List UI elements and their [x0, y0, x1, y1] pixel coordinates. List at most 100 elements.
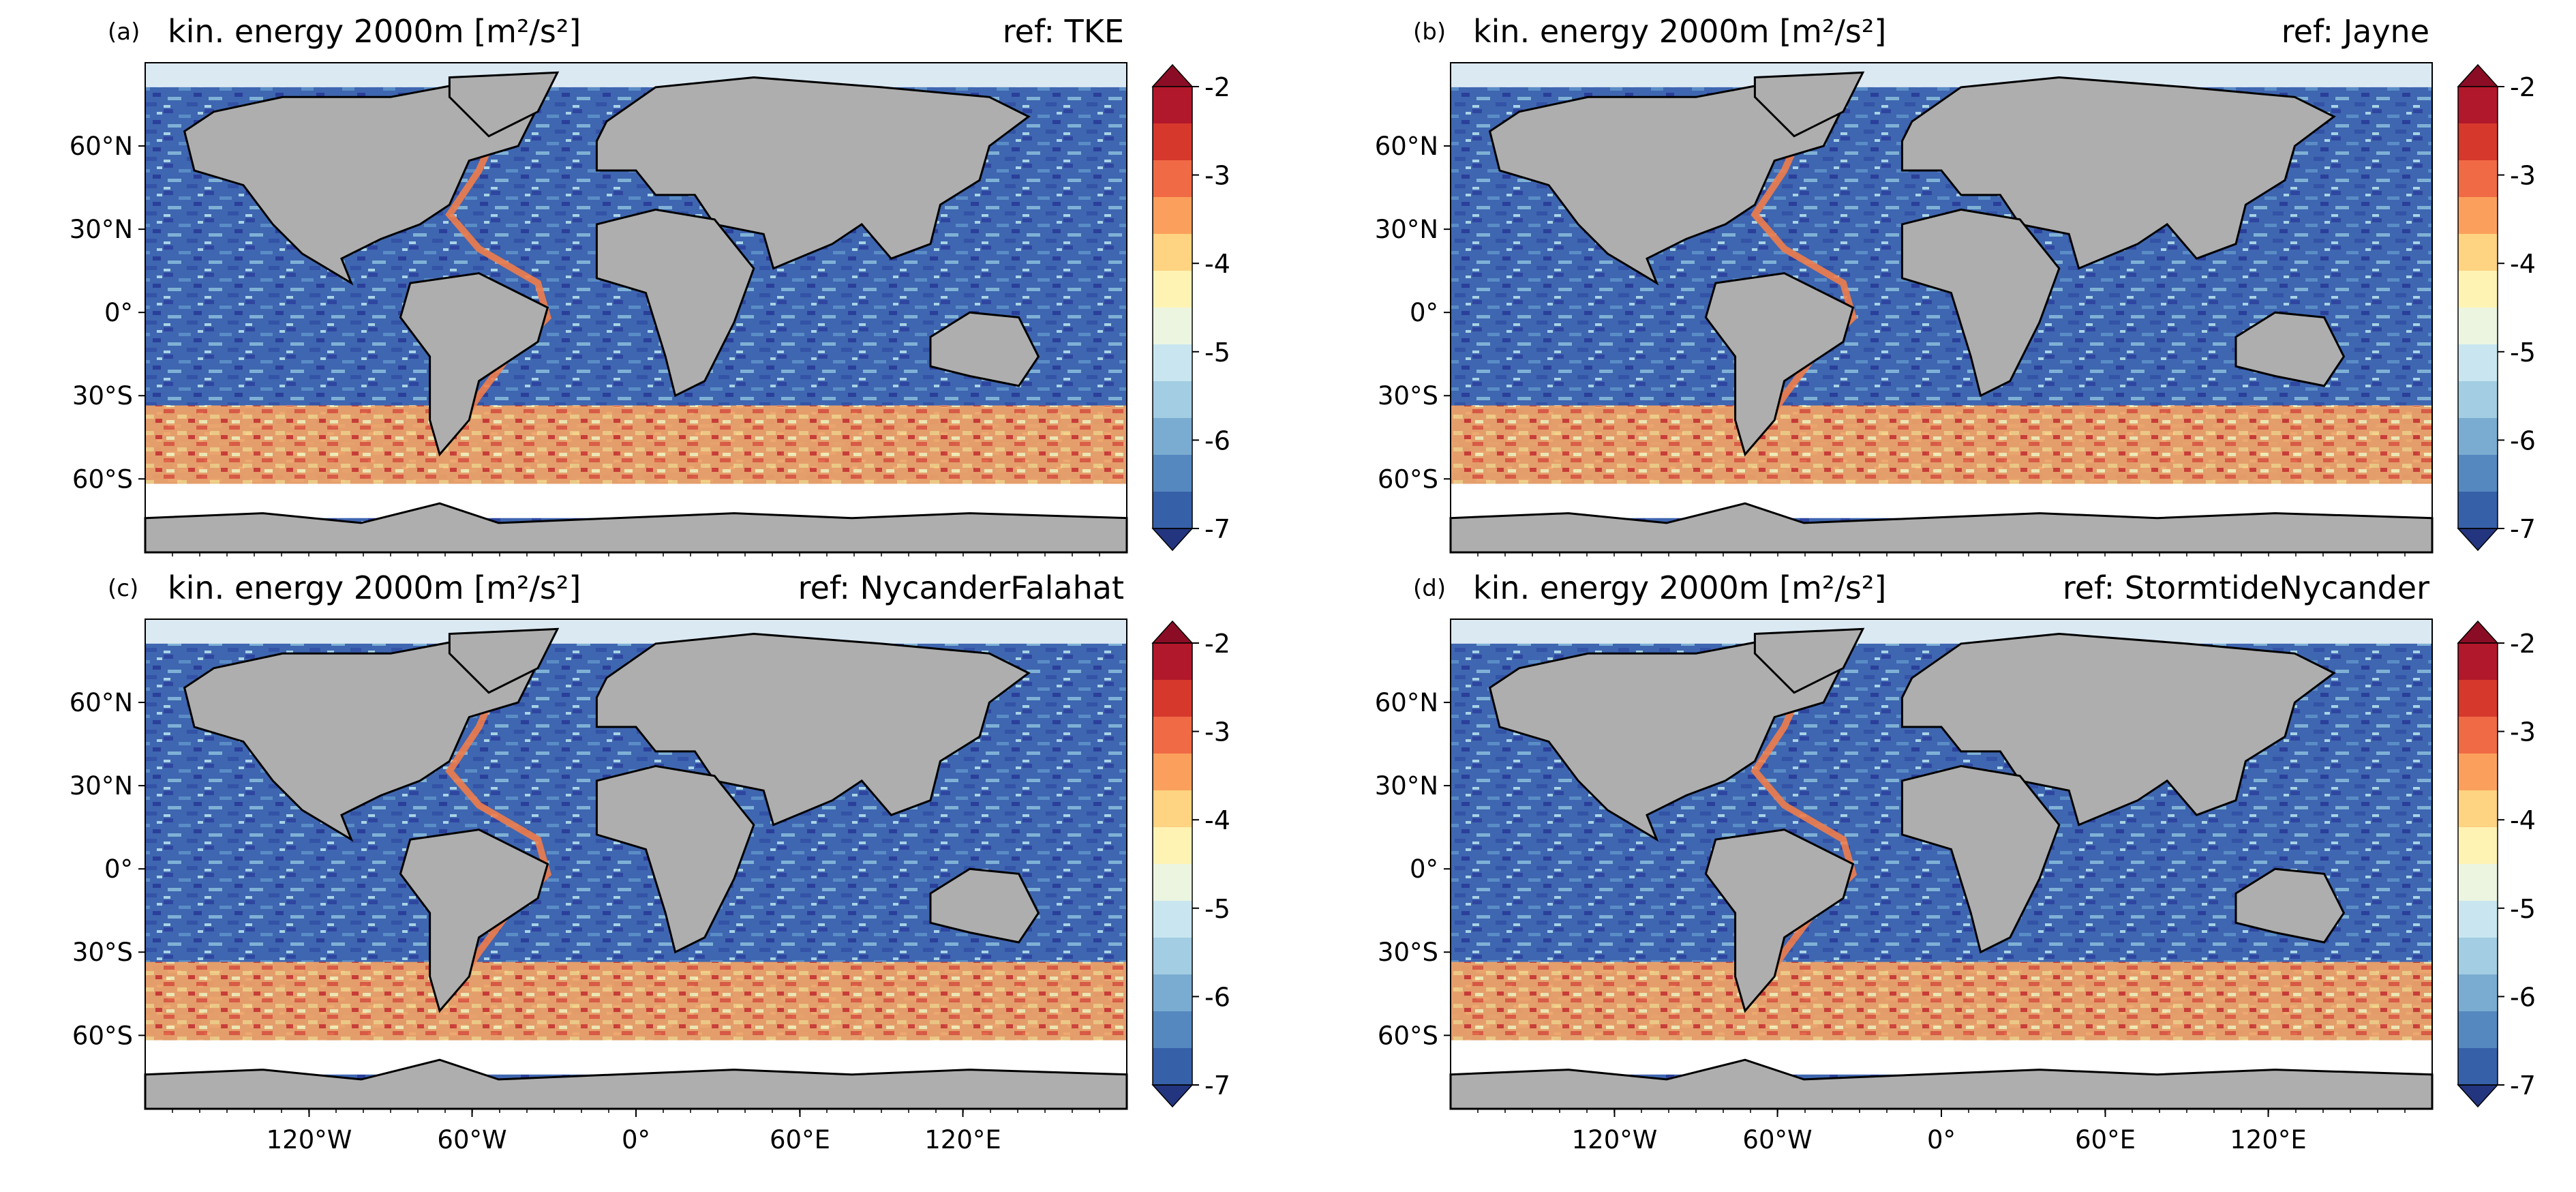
- lat-label: 30°N: [70, 771, 133, 801]
- colorbar-segment: [1153, 1048, 1192, 1086]
- colorbar-tick-label: -4: [2510, 249, 2536, 279]
- colorbar-tick-label: -5: [1204, 894, 1230, 924]
- colorbar-extend-low: [2457, 528, 2499, 552]
- panel-title: kin. energy 2000m [m²/s²]: [1473, 569, 1886, 606]
- eurasia-landmass: [595, 76, 1031, 270]
- colorbar-extend-low: [1151, 528, 1194, 552]
- colorbar-extend-high: [1151, 620, 1194, 644]
- colorbar-segment: [2458, 1011, 2498, 1049]
- missing-data-fringe: [145, 483, 1127, 518]
- lat-label: 0°: [104, 298, 133, 327]
- colorbar-tick-label: -4: [2510, 805, 2536, 835]
- colorbar-tick-label: -2: [2510, 629, 2536, 659]
- colorbar-segment: [1153, 643, 1192, 681]
- colorbar-tick-label: -6: [1204, 982, 1230, 1012]
- colorbar-segment: [1153, 344, 1192, 382]
- colorbar-segment: [2458, 901, 2498, 938]
- colorbar-tick-label: -5: [2510, 894, 2536, 924]
- greenland-landmass: [1753, 71, 1865, 138]
- colorbar-segment: [2458, 87, 2498, 124]
- colorbar-tick-label: -2: [1204, 72, 1230, 102]
- missing-data-fringe: [1451, 1040, 2432, 1075]
- colorbar-tick-label: -7: [1204, 514, 1230, 544]
- colorbar-tick-label: -4: [1204, 805, 1230, 835]
- colorbar-segment: [1153, 418, 1192, 456]
- colorbar-segment: [2458, 234, 2498, 271]
- colorbar-segment: [1153, 123, 1192, 161]
- panel-reference: ref: StormtideNycander: [2063, 569, 2429, 606]
- colorbar-tick-label: -2: [1204, 629, 1230, 659]
- lon-label: 120°W: [267, 1125, 352, 1154]
- australia-landmass: [929, 311, 1040, 387]
- greenland-landmass: [448, 627, 560, 694]
- south-america-landmass: [399, 829, 549, 1013]
- lat-label: 30°N: [70, 215, 133, 244]
- colorbar-segment: [1153, 974, 1192, 1012]
- arctic-strip: [1451, 619, 2432, 644]
- colorbar-segment: [1153, 87, 1192, 124]
- lat-label: 30°S: [72, 381, 133, 411]
- colorbar-segment: [1153, 864, 1192, 902]
- lat-label: 30°N: [1375, 215, 1438, 244]
- colorbar-extend-high: [2457, 63, 2499, 87]
- lat-label: 30°N: [1375, 771, 1438, 801]
- lat-label: 60°N: [70, 688, 133, 717]
- south-america-landmass: [1704, 272, 1855, 457]
- colorbar-segment: [2458, 754, 2498, 791]
- colorbar-segment: [1153, 754, 1192, 791]
- colorbar-segment: [2458, 160, 2498, 198]
- lat-label: 60°N: [1375, 688, 1438, 717]
- southern-ocean-band: [145, 405, 1127, 484]
- southern-ocean-band: [145, 962, 1127, 1041]
- southern-ocean-band: [1451, 962, 2432, 1041]
- africa-landmass: [1900, 208, 2061, 398]
- lat-label: 60°N: [1375, 132, 1438, 161]
- colorbar-segment: [1153, 381, 1192, 419]
- panel-title: kin. energy 2000m [m²/s²]: [1473, 13, 1886, 50]
- lat-label: 0°: [1410, 854, 1438, 884]
- colorbar-tick-label: -7: [2510, 1071, 2536, 1101]
- colorbar-segment: [2458, 381, 2498, 419]
- missing-data-fringe: [145, 1040, 1127, 1075]
- boundary-current: [1751, 125, 1858, 428]
- colorbar-segment: [1153, 827, 1192, 865]
- arctic-strip: [1451, 63, 2432, 87]
- colorbar-segment: [2458, 271, 2498, 308]
- colorbar-extend-low: [1151, 1084, 1194, 1108]
- colorbar-frame: [2457, 642, 2498, 1086]
- arctic-strip: [145, 63, 1127, 87]
- panel-title: kin. energy 2000m [m²/s²]: [168, 569, 581, 606]
- colorbar-segment: [2458, 492, 2498, 529]
- australia-landmass: [2234, 867, 2346, 944]
- colorbar-segment: [1153, 308, 1192, 345]
- lat-label: 60°S: [1378, 464, 1438, 494]
- lat-label: 0°: [104, 854, 133, 884]
- colorbar-tick-label: -7: [1204, 1071, 1230, 1101]
- southern-ocean-band: [1451, 405, 2432, 484]
- lat-label: 60°N: [70, 132, 133, 161]
- colorbar-frame: [1152, 642, 1193, 1086]
- colorbar-segment: [2458, 717, 2498, 754]
- africa-landmass: [1900, 764, 2061, 954]
- lon-label: 120°W: [1572, 1125, 1658, 1154]
- colorbar-segment: [1153, 901, 1192, 938]
- panel-letter: (b): [1413, 18, 1446, 46]
- colorbar-segment: [2458, 308, 2498, 345]
- colorbar-segment: [2458, 827, 2498, 865]
- panel-reference: ref: Jayne: [2282, 13, 2429, 50]
- colorbar-segment: [2458, 680, 2498, 717]
- colorbar-segment: [2458, 864, 2498, 902]
- colorbar-tick-label: -6: [1204, 426, 1230, 456]
- colorbar-segment: [1153, 938, 1192, 975]
- colorbar-segment: [1153, 1011, 1192, 1049]
- colorbar-segment: [1153, 197, 1192, 235]
- africa-landmass: [595, 208, 755, 398]
- colorbar-tick-label: -5: [1204, 338, 1230, 368]
- map-panel: 60°N 30°N 0° 30°S 60°S 120°W 60°W 0° 60°E 120°E (d…: [1375, 569, 2536, 1154]
- lat-label: 30°S: [1378, 938, 1438, 967]
- south-america-landmass: [399, 272, 549, 457]
- panel-title: kin. energy 2000m [m²/s²]: [168, 13, 581, 50]
- colorbar-segment: [1153, 492, 1192, 529]
- lon-label: 60°E: [2075, 1125, 2136, 1154]
